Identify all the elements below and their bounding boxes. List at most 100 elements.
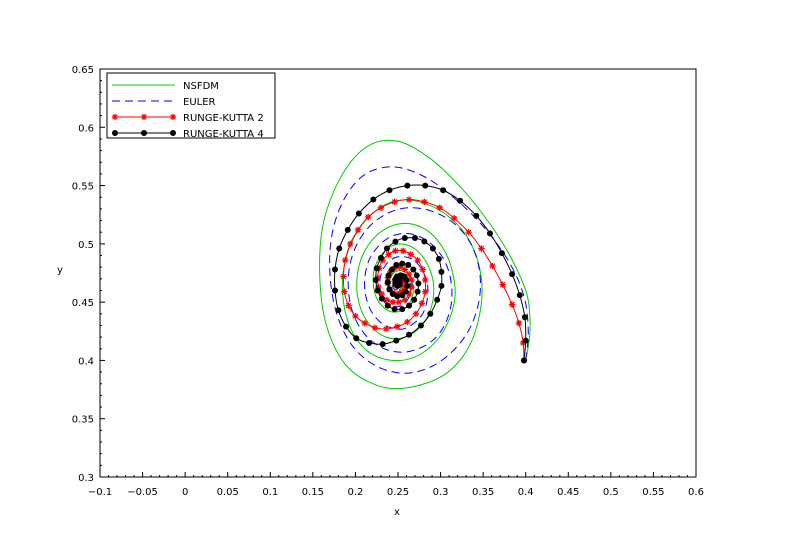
x-tick-label: 0.55 (642, 487, 664, 498)
data-point (378, 295, 385, 302)
legend-marker (140, 113, 148, 121)
data-point (404, 282, 411, 289)
axes-layer: −0.1 −0.05 0 0.05 0.1 0.15 0.2 0.25 0.3 0.35 0.4 0.… (72, 65, 704, 498)
legend-item: RUNGE-KUTTA 2 (111, 113, 264, 124)
data-point (385, 272, 392, 279)
data-point (386, 187, 393, 194)
x-tick-label: 0.25 (387, 487, 409, 498)
x-tick-label: 0.6 (688, 487, 704, 498)
data-point (340, 273, 347, 280)
data-point (377, 254, 384, 261)
legend-label: NSFDM (183, 81, 219, 92)
data-point (405, 270, 413, 278)
data-point (399, 247, 407, 255)
data-point (370, 196, 377, 203)
data-point (508, 301, 516, 308)
data-point (438, 268, 445, 275)
data-point (434, 296, 441, 303)
data-point (399, 306, 406, 313)
data-point (406, 302, 413, 309)
series-layer (319, 139, 531, 390)
data-point (418, 300, 426, 307)
legend-marker (112, 130, 118, 136)
data-point (421, 238, 428, 245)
data-point (438, 282, 445, 289)
data-point (361, 319, 368, 327)
data-point (429, 245, 436, 252)
data-point (450, 215, 458, 222)
data-point (521, 357, 528, 364)
data-point (335, 307, 342, 314)
legend-label: RUNGE-KUTTA 2 (183, 113, 264, 124)
data-point (373, 265, 380, 272)
data-point (404, 182, 411, 189)
legend-marker (141, 130, 147, 136)
data-point (498, 250, 505, 257)
data-point (407, 251, 414, 258)
y-tick-label: 0.35 (72, 415, 94, 426)
data-point (385, 251, 392, 258)
data-point (382, 325, 390, 333)
data-point (366, 339, 373, 346)
data-point (341, 288, 348, 295)
legend-item: RUNGE-KUTTA 4 (112, 129, 264, 140)
legend-label: RUNGE-KUTTA 4 (183, 129, 264, 140)
y-tick-label: 0.45 (72, 298, 94, 309)
data-point (516, 292, 523, 299)
x-tick-label: −0.1 (88, 487, 112, 498)
data-point (331, 287, 338, 294)
data-point (393, 337, 400, 344)
data-point (414, 288, 421, 295)
data-point (347, 240, 354, 248)
data-point (436, 204, 443, 211)
data-point (421, 198, 428, 206)
series-runge-kutta-4 (331, 182, 529, 364)
x-tick-label: 0.05 (217, 487, 239, 498)
data-point (383, 296, 391, 304)
x-tick-label: 0.2 (347, 487, 363, 498)
legend-item: EULER (112, 97, 216, 108)
data-point (415, 280, 422, 287)
data-point (406, 331, 413, 338)
data-point (399, 260, 406, 267)
data-point (419, 266, 426, 273)
data-point (515, 319, 523, 327)
data-point (343, 323, 350, 330)
data-point (509, 271, 516, 278)
data-point (435, 256, 442, 263)
legend-marker (111, 113, 119, 121)
data-point (365, 213, 372, 221)
data-point (374, 287, 381, 294)
legend-entries: NSFDM EULER RUNGE-KUTTA 2 RUNGE-KUTTA 4 (111, 81, 264, 140)
x-tick-label: 0.1 (262, 487, 278, 498)
data-point (371, 324, 379, 331)
data-point (499, 281, 506, 288)
data-point (389, 266, 396, 273)
data-point (395, 298, 403, 306)
data-point (372, 276, 379, 283)
data-point (405, 196, 413, 203)
data-point (352, 312, 359, 320)
data-point (392, 247, 399, 255)
y-tick-label: 0.65 (72, 65, 94, 76)
data-point (422, 276, 429, 284)
data-point (413, 272, 420, 279)
data-point (395, 278, 401, 285)
data-point (412, 235, 419, 242)
data-point (478, 245, 485, 252)
data-point (411, 296, 418, 303)
data-point (410, 266, 417, 273)
data-point (486, 230, 493, 237)
x-tick-label: 0.3 (433, 487, 449, 498)
legend-box (106, 72, 276, 139)
y-axis-label: y (57, 265, 63, 276)
data-point (342, 256, 349, 264)
x-tick-label: 0.45 (557, 487, 579, 498)
data-point (440, 187, 447, 194)
legend-marker (169, 113, 177, 121)
legend-label: EULER (183, 97, 216, 108)
data-point (422, 288, 429, 295)
data-point (427, 310, 434, 317)
data-point (384, 279, 391, 286)
